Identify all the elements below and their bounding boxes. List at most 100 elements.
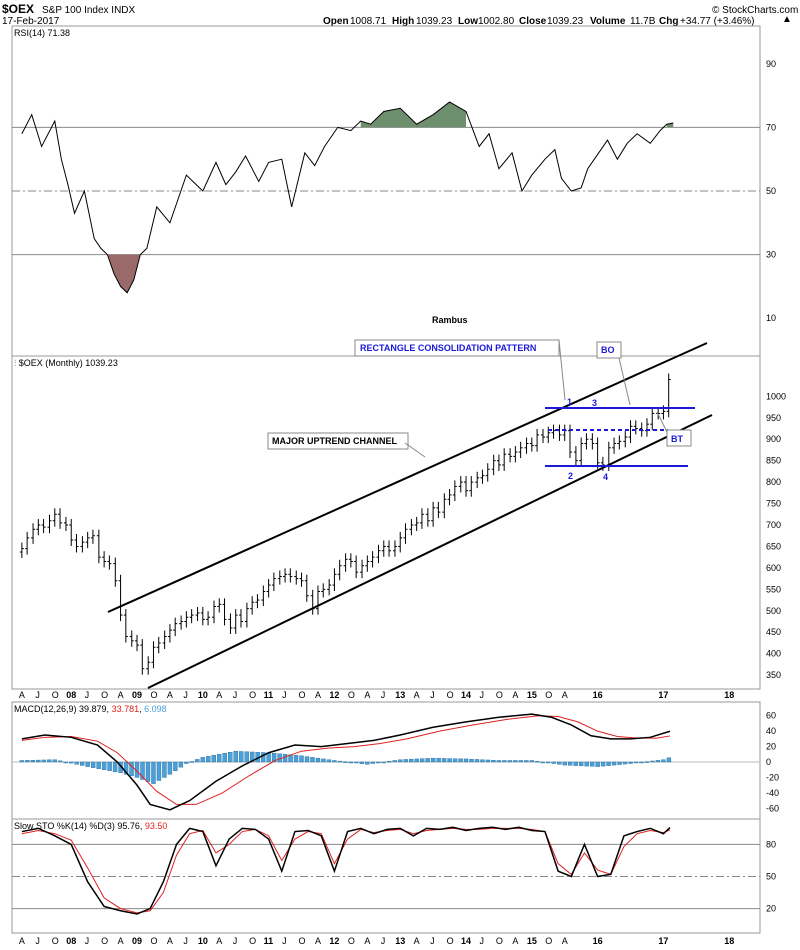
bo-callout-text: BO [601, 345, 615, 355]
main-axis-month-label: O [348, 690, 355, 700]
rsi-tick-label: 30 [766, 250, 776, 260]
macd-histogram-bar [568, 761, 573, 766]
bottom-axis-month-label: A [562, 936, 568, 946]
ohlc-bar [107, 555, 112, 570]
ohlc-bar [102, 551, 107, 568]
ohlc-bar [414, 516, 419, 532]
price-tick-label: 650 [766, 541, 781, 551]
main-axis-year-label: 08 [66, 690, 76, 700]
ohlc-bar [212, 600, 217, 624]
macd-histogram-bar [107, 761, 112, 771]
ohlc-summary: Open 1008.71 High 1039.23 Low 1002.80 Cl… [323, 14, 792, 27]
main-axis-year-label: 13 [395, 690, 405, 700]
ohlc-bar [381, 540, 386, 557]
macd-tick-label: -40 [766, 788, 779, 798]
macd-histogram-bar [359, 761, 365, 764]
ohlc-bar [304, 574, 309, 602]
macd-histogram-bar [271, 753, 277, 763]
main-axis-month-label: O [150, 690, 157, 700]
ohlc-bar [179, 615, 184, 630]
macd-histogram-bar [452, 758, 458, 763]
ohlc-bar [425, 508, 430, 527]
macd-signal-line [21, 715, 671, 805]
macd-histogram-bar [584, 761, 589, 767]
macd-histogram-bar [408, 758, 414, 763]
macd-histogram-bar [189, 761, 195, 763]
ohlc-bar [113, 557, 118, 587]
bottom-axis-month-label: O [447, 936, 454, 946]
ohlc-bar [140, 639, 145, 675]
main-axis-month-label: J [183, 690, 188, 700]
main-axis-year-label: 17 [658, 690, 668, 700]
bottom-axis-month-label: J [282, 936, 287, 946]
ohlc-bar [74, 534, 79, 553]
macd-histogram-bar [529, 760, 535, 763]
bottom-axis-year-label: 15 [527, 936, 537, 946]
macd-histogram-bar [666, 757, 672, 763]
macd-histogram-bar [74, 761, 79, 765]
bt-callout-text: BT [671, 434, 683, 444]
reversal-point-label: 2 [568, 471, 573, 481]
ohlc-bar [206, 611, 211, 626]
bottom-axis-month-label: O [299, 936, 306, 946]
price-tick-label: 350 [766, 670, 781, 680]
macd-histogram-bar [195, 759, 200, 763]
rsi-line [21, 101, 674, 294]
ohlc-bar [557, 424, 562, 441]
ohlc-bar [551, 424, 556, 439]
price-tick-label: 900 [766, 434, 781, 444]
macd-histogram-bar [90, 761, 96, 768]
volume-value: 11.7B [630, 16, 656, 27]
ohlc-bar [612, 437, 617, 454]
macd-histogram-bar [414, 758, 419, 763]
macd-histogram-bar [595, 761, 600, 767]
macd-histogram-bar [639, 761, 644, 764]
ohlc-bar [288, 568, 293, 583]
ohlc-bar [19, 542, 24, 559]
macd-histogram-bar [96, 761, 101, 769]
reversal-point-label: 1 [567, 397, 572, 407]
open-value: 1008.71 [350, 16, 387, 27]
bottom-axis-month-label: O [249, 936, 256, 946]
macd-histogram-bar [249, 751, 255, 763]
uptrend-callout-box [267, 432, 409, 450]
rambus-label: Rambus [432, 315, 468, 325]
bottom-axis-month-label: A [315, 936, 321, 946]
index-name-label: S&P 100 Index INDX [42, 5, 136, 16]
ohlc-bar [524, 437, 529, 454]
sto-k-line [21, 826, 671, 915]
high-value: 1039.23 [416, 16, 453, 27]
chg-label: Chg [659, 16, 678, 27]
bottom-axis-month-label: O [545, 936, 552, 946]
macd-histogram-bar [25, 760, 30, 763]
ohlc-bar [447, 488, 452, 506]
macd-histogram-bar [178, 761, 184, 768]
channel-upper-line [107, 342, 708, 613]
macd-histogram-bar [228, 752, 233, 763]
ohlc-bar [255, 594, 260, 609]
macd-panel-frame [11, 701, 761, 820]
date-label: 17-Feb-2017 [2, 16, 60, 27]
ohlc-bar [200, 606, 205, 626]
macd-histogram-bar [239, 751, 244, 763]
main-axis-month-label: A [19, 690, 25, 700]
ohlc-bar [491, 454, 496, 476]
ohlc-bar [496, 454, 501, 471]
price-title: ⫶ $OEX (Monthly) 1039.23 [14, 358, 118, 368]
bottom-axis-year-label: 10 [198, 936, 208, 946]
ohlc-bar [431, 501, 436, 527]
ohlc-bar [80, 536, 85, 553]
ohlc-bar [464, 476, 469, 497]
price-tick-label: 600 [766, 563, 781, 573]
ohlc-bar [387, 540, 392, 557]
ohlc-bar [409, 518, 414, 536]
macd-histogram-bar [145, 761, 151, 782]
macd-histogram-bar [315, 757, 321, 763]
macd-histogram-bar [244, 751, 249, 763]
macd-histogram-bar [622, 761, 628, 765]
ohlc-bar [156, 636, 161, 654]
rsi-tick-label: 10 [766, 313, 776, 323]
ohlc-bar [562, 424, 567, 441]
main-axis-month-label: A [315, 690, 321, 700]
macd-histogram-bar [436, 758, 441, 763]
